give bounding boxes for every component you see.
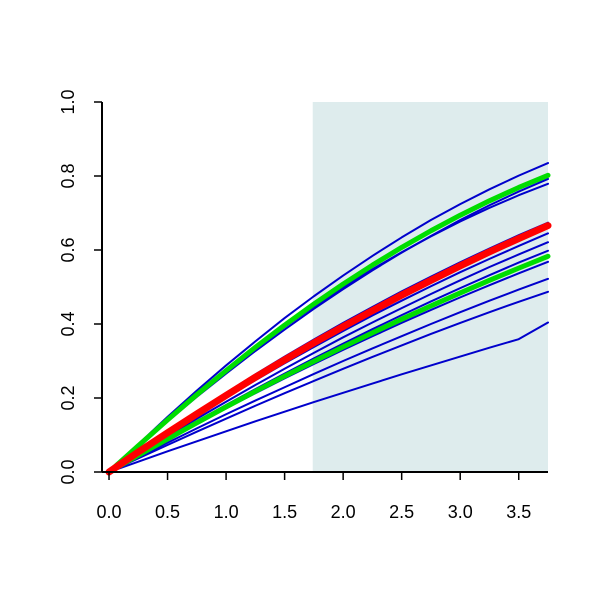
x-tick-label: 0.0 bbox=[97, 502, 122, 522]
series-line-7 bbox=[108, 277, 549, 473]
y-tick-label: 0.0 bbox=[58, 459, 78, 484]
x-axis-ticks: 0.0 0.5 1.0 1.5 2.0 2.5 3.0 3.5 bbox=[97, 472, 531, 522]
x-tick-label: 1.5 bbox=[272, 502, 297, 522]
series-line-3 bbox=[108, 162, 549, 473]
y-axis-ticks: 0.0 0.2 0.4 0.6 0.8 1.0 bbox=[58, 89, 102, 485]
x-tick-label: 1.0 bbox=[214, 502, 239, 522]
series-layer bbox=[105, 162, 552, 476]
x-tick-label: 2.0 bbox=[331, 502, 356, 522]
y-tick-label: 0.4 bbox=[58, 311, 78, 336]
series-line-14 bbox=[105, 222, 552, 476]
series-line-13 bbox=[106, 253, 551, 475]
series-line-9 bbox=[108, 321, 549, 473]
x-tick-label: 3.0 bbox=[448, 502, 473, 522]
y-tick-label: 0.2 bbox=[58, 385, 78, 410]
y-tick-label: 1.0 bbox=[58, 89, 78, 114]
x-tick-label: 2.5 bbox=[389, 502, 414, 522]
series-line-12 bbox=[106, 172, 551, 475]
x-tick-label: 0.5 bbox=[155, 502, 180, 522]
x-tick-label: 3.5 bbox=[506, 502, 531, 522]
series-line-8 bbox=[108, 290, 549, 473]
y-tick-label: 0.6 bbox=[58, 237, 78, 262]
y-tick-label: 0.8 bbox=[58, 163, 78, 188]
axes-layer bbox=[101, 102, 548, 473]
